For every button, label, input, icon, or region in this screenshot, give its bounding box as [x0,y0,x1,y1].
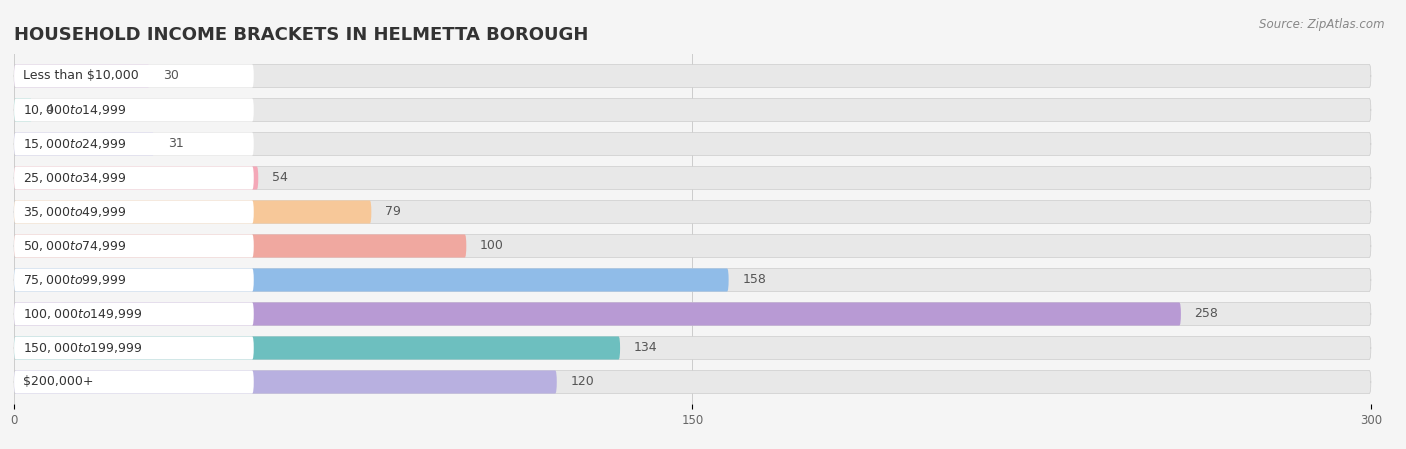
Text: $25,000 to $34,999: $25,000 to $34,999 [22,171,127,185]
FancyBboxPatch shape [14,167,1371,189]
Text: 4: 4 [46,103,53,116]
FancyBboxPatch shape [14,132,253,155]
Text: 258: 258 [1195,308,1219,321]
Text: 30: 30 [163,70,179,83]
FancyBboxPatch shape [14,370,557,394]
Text: $100,000 to $149,999: $100,000 to $149,999 [22,307,142,321]
FancyBboxPatch shape [14,98,1371,122]
FancyBboxPatch shape [14,234,467,258]
FancyBboxPatch shape [14,64,150,88]
Text: $15,000 to $24,999: $15,000 to $24,999 [22,137,127,151]
FancyBboxPatch shape [14,234,253,258]
Text: $35,000 to $49,999: $35,000 to $49,999 [22,205,127,219]
Text: 120: 120 [571,375,595,388]
FancyBboxPatch shape [14,269,728,291]
FancyBboxPatch shape [14,132,155,155]
FancyBboxPatch shape [14,200,371,224]
Text: Less than $10,000: Less than $10,000 [22,70,139,83]
FancyBboxPatch shape [14,200,253,224]
Text: HOUSEHOLD INCOME BRACKETS IN HELMETTA BOROUGH: HOUSEHOLD INCOME BRACKETS IN HELMETTA BO… [14,26,589,44]
Text: $50,000 to $74,999: $50,000 to $74,999 [22,239,127,253]
FancyBboxPatch shape [14,200,1371,224]
FancyBboxPatch shape [14,336,620,360]
Text: $150,000 to $199,999: $150,000 to $199,999 [22,341,142,355]
FancyBboxPatch shape [14,167,253,189]
FancyBboxPatch shape [14,269,1371,291]
FancyBboxPatch shape [14,64,253,88]
Text: $10,000 to $14,999: $10,000 to $14,999 [22,103,127,117]
Text: 134: 134 [634,342,657,355]
Text: 158: 158 [742,273,766,286]
FancyBboxPatch shape [14,269,253,291]
FancyBboxPatch shape [14,336,253,360]
Text: $75,000 to $99,999: $75,000 to $99,999 [22,273,127,287]
Text: 79: 79 [385,206,401,219]
Text: 54: 54 [271,172,288,185]
FancyBboxPatch shape [14,370,1371,394]
FancyBboxPatch shape [14,336,1371,360]
FancyBboxPatch shape [14,167,259,189]
FancyBboxPatch shape [14,303,1371,326]
Text: 31: 31 [167,137,184,150]
Text: $200,000+: $200,000+ [22,375,94,388]
FancyBboxPatch shape [14,303,1181,326]
FancyBboxPatch shape [14,64,1371,88]
FancyBboxPatch shape [14,234,1371,258]
Text: Source: ZipAtlas.com: Source: ZipAtlas.com [1260,18,1385,31]
FancyBboxPatch shape [14,132,1371,155]
FancyBboxPatch shape [14,303,253,326]
FancyBboxPatch shape [14,98,253,122]
FancyBboxPatch shape [14,98,32,122]
Text: 100: 100 [479,239,503,252]
FancyBboxPatch shape [14,370,253,394]
